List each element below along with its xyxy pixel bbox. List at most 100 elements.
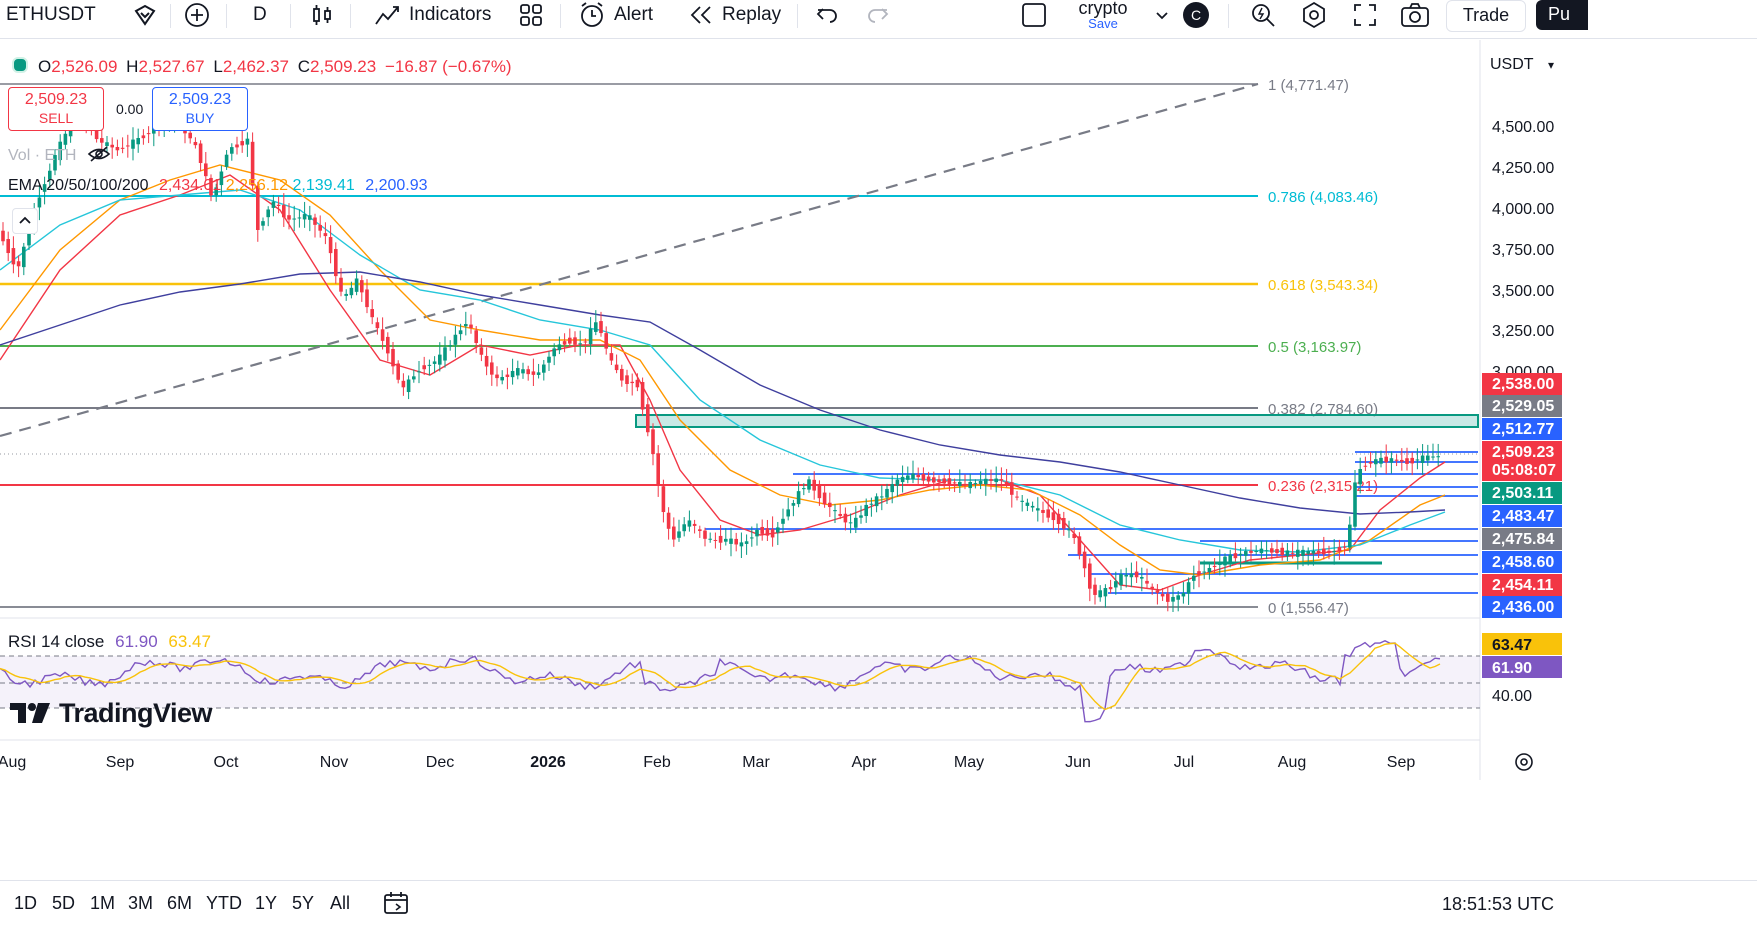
price-tag[interactable]: 2,503.11: [1482, 482, 1562, 504]
candle-body: [1150, 586, 1154, 589]
candle-body: [1171, 596, 1175, 602]
timeframe-button[interactable]: All: [330, 893, 351, 913]
candle-body: [198, 143, 203, 164]
redo-icon[interactable]: [866, 0, 890, 30]
candle-body: [568, 337, 572, 344]
camera-icon[interactable]: [1400, 0, 1430, 30]
timeframe-button[interactable]: 1M: [90, 893, 116, 913]
tradingview-logo[interactable]: TradingView: [10, 698, 213, 729]
price-tag[interactable]: 2,475.84: [1482, 528, 1562, 550]
candle-body: [542, 364, 546, 373]
interval-button[interactable]: D: [253, 4, 267, 25]
indicators-button[interactable]: Indicators: [373, 0, 491, 30]
timeframe-button[interactable]: 3M: [128, 893, 154, 913]
symbol-search[interactable]: ETHUSDT: [6, 4, 96, 25]
timeframe-button[interactable]: 1Y: [255, 893, 278, 913]
price-tag[interactable]: 05:08:07: [1482, 459, 1562, 481]
candle-body: [646, 404, 650, 433]
eye-hidden-icon[interactable]: [87, 145, 111, 168]
candle-body: [885, 488, 889, 498]
layout-square-icon[interactable]: [1020, 0, 1048, 30]
timeframe-button[interactable]: 6M: [167, 893, 193, 913]
rsi-band: [0, 656, 1480, 708]
candle-body: [828, 502, 832, 508]
candle-body: [219, 171, 224, 186]
templates-icon[interactable]: [518, 0, 544, 30]
trend-line: [0, 82, 1259, 438]
price-tag[interactable]: 2,483.47: [1482, 505, 1562, 527]
add-symbol-icon[interactable]: [132, 0, 158, 30]
trade-button[interactable]: Trade: [1446, 0, 1526, 32]
sell-button[interactable]: 2,509.23 SELL: [8, 87, 104, 131]
settings-gear-icon[interactable]: [1300, 0, 1328, 30]
price-tag[interactable]: 2,512.77: [1482, 418, 1562, 440]
candle-body: [1384, 456, 1388, 463]
candle-body: [406, 379, 411, 393]
candle-body: [864, 504, 868, 517]
price-tag[interactable]: 2,436.00: [1482, 596, 1562, 618]
replay-button[interactable]: Replay: [688, 0, 781, 30]
undo-icon[interactable]: [815, 0, 839, 30]
divider: [560, 4, 561, 28]
chart-area[interactable]: 1 (4,771.47) 0.786 (4,083.46) 0.618 (3,543…: [0, 40, 1757, 860]
candle-body: [952, 482, 957, 484]
visibility-dot-icon[interactable]: [12, 57, 28, 73]
candle-body: [781, 518, 785, 524]
candle-body: [703, 530, 707, 539]
candle-body: [718, 535, 723, 543]
clock-display[interactable]: 18:51:53 UTC: [1442, 894, 1555, 914]
time-axis-label: Feb: [643, 754, 671, 771]
candle-body: [58, 141, 62, 161]
layout-save: Save: [1088, 16, 1118, 31]
publish-button[interactable]: Pu: [1536, 0, 1588, 30]
candle-body: [906, 475, 910, 480]
candle-body: [287, 215, 291, 220]
quick-search-icon[interactable]: [1250, 0, 1276, 30]
price-tag[interactable]: 2,509.23: [1482, 441, 1562, 463]
candle-body: [1306, 551, 1310, 554]
price-tag[interactable]: 2,538.00: [1482, 373, 1562, 395]
candle-body: [318, 224, 322, 231]
candle-body: [625, 375, 629, 385]
candle-body: [526, 369, 530, 375]
layout-name-button[interactable]: crypto Save: [1072, 0, 1134, 32]
compare-add-icon[interactable]: [184, 0, 210, 30]
timeframe-button[interactable]: 5D: [52, 893, 76, 913]
alert-button[interactable]: Alert: [578, 0, 653, 30]
divider: [226, 4, 227, 28]
candle-body: [900, 476, 905, 483]
candle-body: [490, 362, 494, 375]
candle-body: [921, 473, 926, 481]
date-range-icon[interactable]: [382, 890, 410, 921]
candle-body: [895, 479, 900, 486]
candle-body: [1093, 584, 1097, 595]
price-tag[interactable]: 2,458.60: [1482, 551, 1562, 573]
price-tag-text: 2,503.11: [1492, 485, 1554, 502]
candle-body: [146, 133, 151, 135]
candle-body: [63, 133, 68, 145]
candle-body: [1218, 561, 1222, 565]
chevron-down-icon[interactable]: [1154, 0, 1170, 30]
price-tag-bg: [1482, 418, 1562, 440]
fullscreen-icon[interactable]: [1352, 0, 1378, 30]
price-tag[interactable]: 2,529.05: [1482, 395, 1562, 417]
collapse-legend-button[interactable]: [12, 208, 38, 234]
time-axis-label: May: [954, 754, 984, 771]
rsi-line: [0, 639, 1441, 723]
price-chart[interactable]: 1 (4,771.47) 0.786 (4,083.46) 0.618 (3,543…: [0, 40, 1757, 860]
candle-body: [126, 145, 130, 147]
chart-settings-icon[interactable]: [1512, 750, 1536, 779]
timeframe-button[interactable]: YTD: [206, 893, 242, 913]
ema200-line: [0, 271, 1446, 515]
buy-button[interactable]: 2,509.23 BUY: [152, 87, 248, 131]
avatar[interactable]: C: [1183, 2, 1209, 28]
timeframe-button[interactable]: 1D: [14, 893, 38, 913]
candle-body: [630, 381, 634, 384]
price-tag[interactable]: 2,454.11: [1482, 574, 1562, 596]
candle-body: [562, 341, 567, 345]
candle-style-icon[interactable]: [310, 0, 334, 30]
currency-selector[interactable]: USDT ▾: [1484, 50, 1560, 80]
candle-body: [786, 509, 790, 517]
timeframe-button[interactable]: 5Y: [292, 893, 315, 913]
candle-body: [656, 453, 660, 486]
